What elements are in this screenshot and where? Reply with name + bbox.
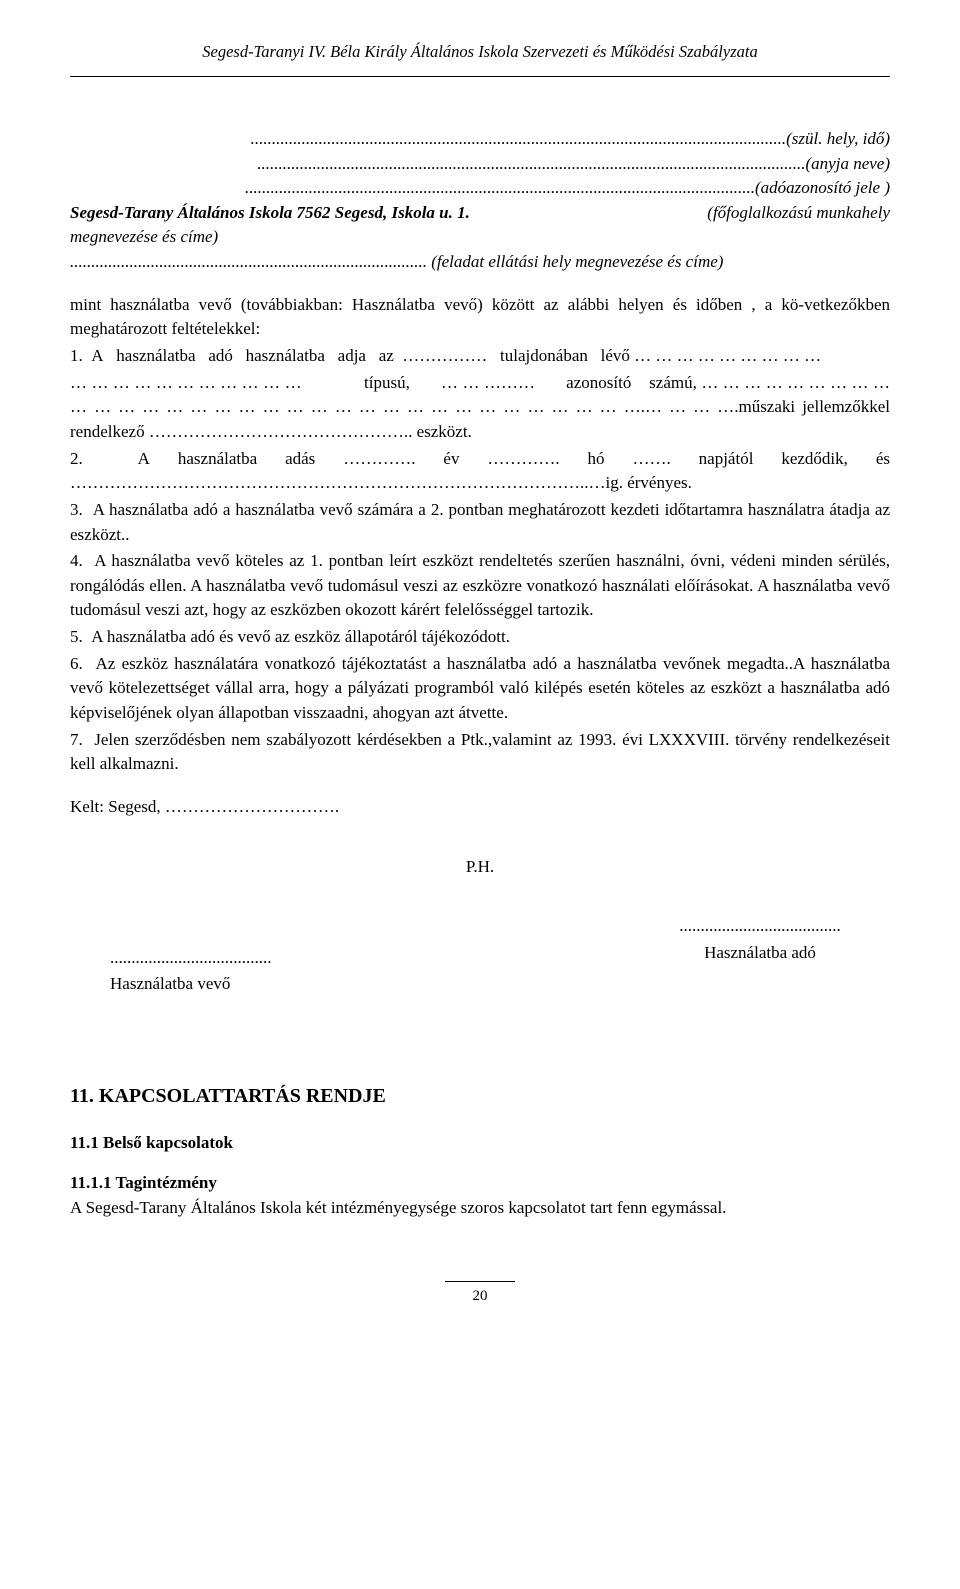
employer-line: Segesd-Tarany Általános Iskola 7562 Sege… [70, 201, 890, 226]
item-4: 4. A használatba vevő köteles az 1. pont… [70, 549, 890, 623]
item-1: 1. A használatba adó használatba adja az… [70, 344, 890, 369]
employer-left: Segesd-Tarany Általános Iskola 7562 Sege… [70, 201, 470, 226]
line-anyja: ........................................… [70, 152, 890, 177]
sig-dots-ado: ...................................... [630, 914, 890, 939]
sig-block-ado: ...................................... H… [630, 914, 890, 965]
section-11-1-1-body: A Segesd-Tarany Általános Iskola két int… [70, 1196, 890, 1221]
line-feladat: ........................................… [70, 250, 890, 275]
sig-label-ado: Használatba adó [630, 941, 890, 966]
page-number-value: 20 [473, 1288, 488, 1304]
item-5: 5. A használatba adó és vevő az eszköz á… [70, 625, 890, 650]
section-11-1-heading: 11.1 Belső kapcsolatok [70, 1131, 890, 1156]
intro-section: ........................................… [70, 127, 890, 275]
item-1b: … … … … … … … … … … … típusú, … … ……… az… [70, 371, 890, 445]
sig-dots-vevo: ...................................... [110, 946, 370, 971]
page-header: Segesd-Taranyi IV. Béla Király Általános… [70, 40, 890, 77]
section-11-heading: 11. KAPCSOLATTARTÁS RENDJE [70, 1082, 890, 1111]
sig-label-vevo: Használatba vevő [110, 972, 370, 997]
section-11-1-1-heading: 11.1.1 Tagintézmény [70, 1171, 890, 1196]
item-3: 3. A használatba adó a használatba vevő … [70, 498, 890, 547]
line-megnev: megnevezése és címe) [70, 225, 890, 250]
item-7: 7. Jelen szerződésben nem szabályozott k… [70, 728, 890, 777]
line-szul: ........................................… [70, 127, 890, 152]
page-number-rule [445, 1281, 515, 1282]
line-ado: ........................................… [70, 176, 890, 201]
page-number: 20 [70, 1281, 890, 1308]
item-6: 6. Az eszköz használatára vonatkozó tájé… [70, 652, 890, 726]
signature-container: ...................................... H… [70, 914, 890, 997]
preamble: mint használatba vevő (továbbiakban: Has… [70, 293, 890, 342]
sig-block-vevo: ...................................... H… [110, 946, 370, 997]
kelt-line: Kelt: Segesd, …………………………. [70, 795, 890, 820]
employer-right: (főfoglalkozású munkahely [707, 201, 890, 226]
item-2: 2. A használatba adás …………. év …………. hó … [70, 447, 890, 496]
numbered-list: 1. A használatba adó használatba adja az… [70, 344, 890, 777]
ph-stamp: P.H. [70, 855, 890, 880]
